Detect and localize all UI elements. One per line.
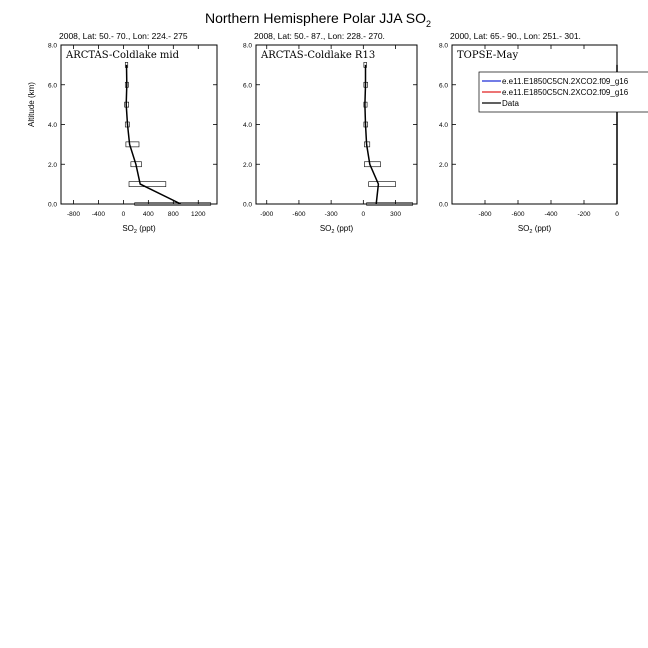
y-tick-label: 2.0 (243, 162, 252, 169)
plot-frame (451, 44, 618, 205)
legend-box (478, 71, 648, 113)
chart-panel-1: 2008, Lat: 50.- 70., Lon: 224.- 275 ARCTA… (27, 31, 218, 235)
x-tick-label: 0 (615, 211, 619, 218)
legend-label: e.e11.E1850C5CN.2XCO2.f09_g16 (502, 77, 629, 86)
legend-label: e.e11.E1850C5CN.2XCO2.f09_g16 (502, 88, 629, 97)
series-line (125, 64, 182, 205)
x-tick-label: -200 (577, 211, 590, 218)
panel-label: ARCTAS-Coldlake mid (65, 50, 180, 61)
panel-label: ARCTAS-Coldlake R13 (260, 50, 375, 61)
x-tick-label: -800 (478, 211, 491, 218)
range-box (128, 181, 167, 187)
x-axis-label: SO2 (ppt) (122, 224, 156, 235)
x-tick-label: -800 (67, 211, 80, 218)
y-tick-label: 0.0 (48, 202, 57, 209)
panel-header: 2008, Lat: 50.- 87., Lon: 228.- 270. (254, 31, 385, 41)
x-tick-label: 0 (362, 211, 366, 218)
y-tick-label: 8.0 (48, 43, 57, 50)
y-tick-label: 4.0 (48, 122, 57, 129)
x-tick-label: -400 (92, 211, 105, 218)
x-tick-label: 800 (168, 211, 179, 218)
series-line (364, 64, 380, 205)
range-box (134, 202, 212, 206)
x-tick-label: 400 (143, 211, 154, 218)
range-box (368, 181, 396, 187)
x-tick-label: 0 (122, 211, 126, 218)
y-tick-label: 4.0 (243, 122, 252, 129)
y-axis-label: Altitude (km) (27, 82, 36, 127)
plot-frame (255, 44, 418, 205)
y-tick-label: 6.0 (243, 82, 252, 89)
figure-title: Northern Hemisphere Polar JJA SO2 (205, 10, 431, 29)
y-tick-label: 2.0 (48, 162, 57, 169)
x-tick-label: 300 (390, 211, 401, 218)
range-box (366, 202, 414, 206)
y-tick-label: 8.0 (243, 43, 252, 50)
chart-panels: 2008, Lat: 50.- 70., Lon: 224.- 275 ARCTA… (27, 31, 648, 235)
y-tick-label: 6.0 (439, 82, 448, 89)
x-tick-label: -900 (260, 211, 273, 218)
y-tick-label: 0.0 (243, 202, 252, 209)
y-tick-label: 4.0 (439, 122, 448, 129)
legend: e.e11.E1850C5CN.2XCO2.f09_g16 e.e11.E1850… (478, 71, 648, 113)
y-tick-label: 8.0 (439, 43, 448, 50)
panel-header: 2000, Lat: 65.- 90., Lon: 251.- 301. (450, 31, 581, 41)
range-box (125, 141, 140, 148)
chart-panel-2: 2008, Lat: 50.- 87., Lon: 228.- 270. ARCT… (243, 31, 418, 235)
y-tick-label: 6.0 (48, 82, 57, 89)
legend-label: Data (502, 99, 519, 108)
x-tick-label: 1200 (191, 211, 206, 218)
x-tick-label: -400 (544, 211, 557, 218)
x-axis-label: SO2 (ppt) (320, 224, 354, 235)
x-tick-label: -600 (292, 211, 305, 218)
x-tick-label: -600 (511, 211, 524, 218)
x-axis-label: SO2 (ppt) (518, 224, 552, 235)
panel-label: TOPSE-May (457, 50, 519, 61)
panel-header: 2008, Lat: 50.- 70., Lon: 224.- 275 (59, 31, 188, 41)
chart-panel-3: 2000, Lat: 65.- 90., Lon: 251.- 301. TOPS… (439, 31, 648, 235)
x-tick-label: -300 (325, 211, 338, 218)
range-box (364, 161, 381, 168)
y-tick-label: 0.0 (439, 202, 448, 209)
y-tick-label: 2.0 (439, 162, 448, 169)
